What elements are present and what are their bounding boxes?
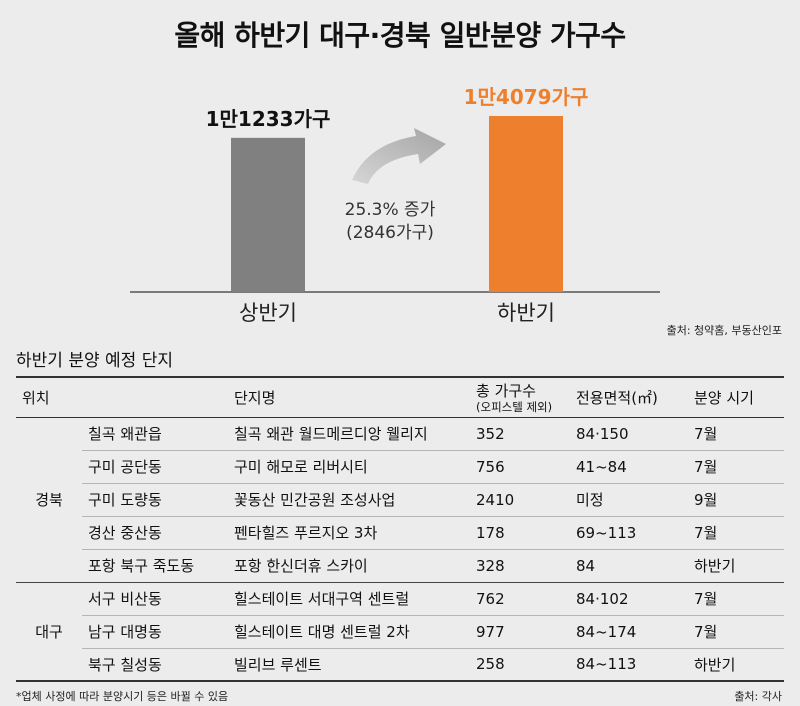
- timing-cell: 9월: [688, 483, 784, 517]
- table-row: 경북 칠곡 왜관읍 칠곡 왜관 월드메르디앙 웰리지 352 84·150 7월: [16, 417, 784, 583]
- timing-cell: 하반기: [688, 549, 784, 583]
- timing-cell: 7월: [688, 582, 784, 616]
- increase-annotation-units: (2846가구): [346, 223, 434, 243]
- region-cell: 대구: [16, 582, 82, 682]
- area-cell: 84·102: [570, 582, 688, 616]
- region-cell: 경북: [16, 417, 82, 583]
- area-cell: 84~174: [570, 615, 688, 649]
- header-units-label: 총 가구수: [476, 381, 536, 400]
- location-cell: 구미 공단동: [82, 450, 228, 484]
- location-cell: 북구 칠성동: [82, 648, 228, 682]
- name-cell: 힐스테이트 서대구역 센트럴: [228, 582, 470, 616]
- table-row: 경산 중산동 펜타힐즈 푸르지오 3차 178 69~113 7월: [16, 516, 784, 550]
- table-source: 출처: 각사: [734, 690, 782, 703]
- timing-cell: 7월: [688, 450, 784, 484]
- units-cell: 2410: [470, 483, 570, 517]
- table-row: 구미 도량동 꽃동산 민간공원 조성사업 2410 미정 9월: [16, 483, 784, 517]
- table-row: 포항 북구 죽도동 포항 한신더휴 스카이 328 84 하반기: [16, 549, 784, 583]
- chart-title: 올해 하반기 대구·경북 일반분양 가구수: [174, 19, 626, 52]
- timing-cell: 7월: [688, 417, 784, 451]
- timing-cell: 하반기: [688, 648, 784, 682]
- area-cell: 84~113: [570, 648, 688, 682]
- schedule-table: 위치 단지명 총 가구수 (오피스텔 제외) 전용면적(㎡) 분양 시기 경북 칠…: [16, 376, 784, 682]
- table-title: 하반기 분양 예정 단지: [16, 351, 173, 371]
- header-area: 전용면적(㎡): [570, 376, 688, 418]
- header-units-note: (오피스텔 제외): [476, 399, 553, 414]
- location-cell: 경산 중산동: [82, 516, 228, 550]
- units-cell: 977: [470, 615, 570, 649]
- units-cell: 328: [470, 549, 570, 583]
- name-cell: 칠곡 왜관 월드메르디앙 웰리지: [228, 417, 470, 451]
- units-cell: 178: [470, 516, 570, 550]
- chart-source: 출처: 청약홈, 부동산인포: [666, 324, 782, 337]
- location-cell: 구미 도량동: [82, 483, 228, 517]
- header-name: 단지명: [228, 376, 470, 418]
- units-cell: 756: [470, 450, 570, 484]
- bar-value-label-2: 1만4079가구: [464, 85, 589, 109]
- units-cell: 258: [470, 648, 570, 682]
- area-cell: 84·150: [570, 417, 688, 451]
- footnote: *업체 사정에 따라 분양시기 등은 바뀔 수 있음: [16, 690, 229, 703]
- header-region: 위치: [16, 376, 82, 418]
- timing-cell: 7월: [688, 516, 784, 550]
- units-cell: 762: [470, 582, 570, 616]
- location-cell: 서구 비산동: [82, 582, 228, 616]
- location-cell: 남구 대명동: [82, 615, 228, 649]
- name-cell: 구미 해모로 리버시티: [228, 450, 470, 484]
- location-cell: 칠곡 왜관읍: [82, 417, 228, 451]
- bar-value-label-1: 1만1233가구: [206, 107, 331, 131]
- bar-1: [231, 137, 305, 292]
- increase-annotation-percent: 25.3% 증가: [345, 200, 436, 220]
- increase-arrow: [352, 128, 446, 184]
- area-cell: 84: [570, 549, 688, 583]
- table-row: 남구 대명동 힐스테이트 대명 센트럴 2차 977 84~174 7월: [16, 615, 784, 649]
- area-cell: 41~84: [570, 450, 688, 484]
- table-header-row: 위치 단지명 총 가구수 (오피스텔 제외) 전용면적(㎡) 분양 시기: [16, 376, 784, 418]
- header-location: [82, 376, 228, 418]
- name-cell: 힐스테이트 대명 센트럴 2차: [228, 615, 470, 649]
- location-cell: 포항 북구 죽도동: [82, 549, 228, 583]
- timing-cell: 7월: [688, 615, 784, 649]
- units-cell: 352: [470, 417, 570, 451]
- name-cell: 꽃동산 민간공원 조성사업: [228, 483, 470, 517]
- category-label-2: 하반기: [497, 301, 555, 325]
- area-cell: 69~113: [570, 516, 688, 550]
- area-cell: 미정: [570, 483, 688, 517]
- header-timing: 분양 시기: [688, 376, 784, 418]
- name-cell: 펜타힐즈 푸르지오 3차: [228, 516, 470, 550]
- category-label-1: 상반기: [239, 301, 297, 325]
- bar-2: [489, 116, 563, 292]
- table-row: 구미 공단동 구미 해모로 리버시티 756 41~84 7월: [16, 450, 784, 484]
- table-row: 대구 서구 비산동 힐스테이트 서대구역 센트럴 762 84·102 7월: [16, 582, 784, 682]
- name-cell: 포항 한신더휴 스카이: [228, 549, 470, 583]
- table-row: 북구 칠성동 빌리브 루센트 258 84~113 하반기: [16, 648, 784, 682]
- header-units: 총 가구수 (오피스텔 제외): [470, 376, 570, 418]
- name-cell: 빌리브 루센트: [228, 648, 470, 682]
